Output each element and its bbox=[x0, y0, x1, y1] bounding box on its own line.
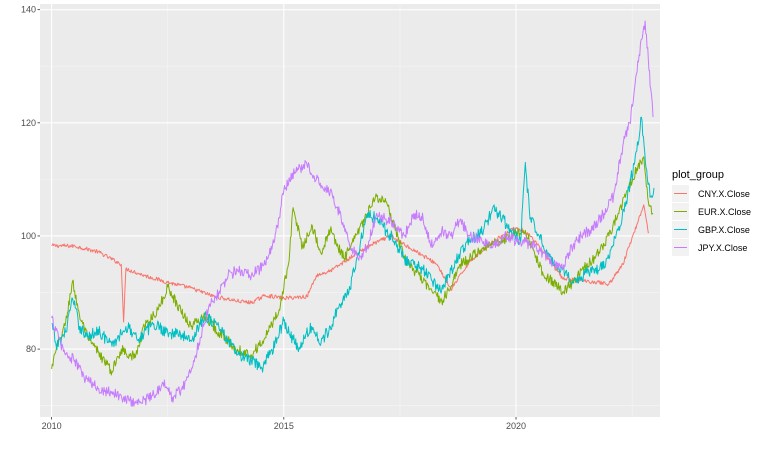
x-tick-label-2020: 2020 bbox=[506, 421, 526, 431]
legend-item-eur: EUR.X.Close bbox=[672, 203, 751, 220]
series-line-eur bbox=[51, 156, 654, 376]
major-gridlines bbox=[40, 4, 660, 417]
legend-item-gbp: GBP.X.Close bbox=[672, 221, 750, 238]
series-line-jpy bbox=[51, 20, 654, 407]
legend-item-cny: CNY.X.Close bbox=[672, 185, 750, 202]
x-tick-label-2010: 2010 bbox=[42, 421, 62, 431]
y-tick-label-80: 80 bbox=[26, 344, 36, 354]
y-axis: 80 100 120 140 bbox=[21, 5, 40, 354]
x-tick-label-2015: 2015 bbox=[274, 421, 294, 431]
legend: plot_group CNY.X.Close EUR.X.Close GBP.X… bbox=[672, 169, 751, 256]
series-lines bbox=[51, 20, 655, 407]
minor-gridlines bbox=[40, 4, 660, 417]
panel-background bbox=[40, 4, 660, 417]
x-axis: 2010 2015 2020 bbox=[42, 417, 526, 431]
legend-title: plot_group bbox=[672, 169, 724, 181]
y-tick-label-140: 140 bbox=[21, 5, 36, 15]
legend-label-jpy: JPY.X.Close bbox=[698, 243, 747, 253]
legend-label-cny: CNY.X.Close bbox=[698, 189, 750, 199]
y-tick-label-100: 100 bbox=[21, 231, 36, 241]
legend-label-gbp: GBP.X.Close bbox=[698, 225, 750, 235]
y-tick-label-120: 120 bbox=[21, 118, 36, 128]
legend-item-jpy: JPY.X.Close bbox=[672, 239, 747, 256]
legend-label-eur: EUR.X.Close bbox=[698, 207, 751, 217]
